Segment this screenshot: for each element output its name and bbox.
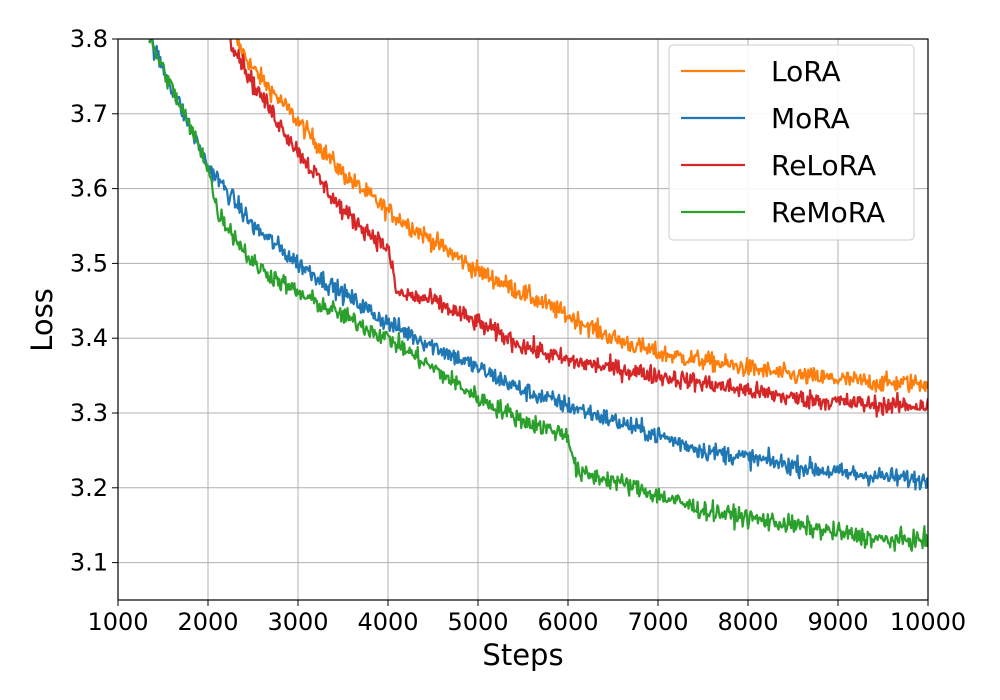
x-tick-label: 7000 [627,608,688,636]
x-tick-label: 9000 [807,608,868,636]
legend-label-remora: ReMoRA [771,196,885,229]
y-tick-label: 3.6 [70,175,108,203]
y-tick-label: 3.2 [70,474,108,502]
x-tick-label: 5000 [447,608,508,636]
y-tick-label: 3.8 [70,25,108,53]
x-tick-label: 2000 [177,608,238,636]
y-tick-label: 3.7 [70,100,108,128]
legend-label-mora: MoRA [771,102,850,135]
legend-frame [668,44,915,241]
x-tick-label: 4000 [357,608,418,636]
x-axis-title: Steps [482,638,563,672]
series-lines [148,39,928,552]
series-line-mora [148,39,928,491]
plot-frame [117,38,929,601]
series-line-lora [235,39,928,394]
y-tick-label: 3.4 [70,324,108,352]
x-tick-label: 6000 [537,608,598,636]
y-tick-label: 3.1 [70,549,108,577]
legend-label-relora: ReLoRA [771,149,876,182]
series-line-relora [229,39,928,418]
y-tick-label: 3.3 [70,399,108,427]
legend: LoRA MoRA ReLoRA ReMoRA [668,44,915,241]
legend-label-lora: LoRA [771,55,841,88]
x-tick-label: 1000 [87,608,148,636]
x-tick-label: 8000 [717,608,778,636]
y-tick-label: 3.5 [70,249,108,277]
x-tick-label: 10000 [890,608,966,636]
axis-ticks: 1000 2000 3000 4000 5000 6000 7000 8000 9000 1000… [70,25,966,636]
y-axis-title: Loss [25,288,59,352]
x-tick-label: 3000 [267,608,328,636]
series-line-remora [148,39,928,552]
